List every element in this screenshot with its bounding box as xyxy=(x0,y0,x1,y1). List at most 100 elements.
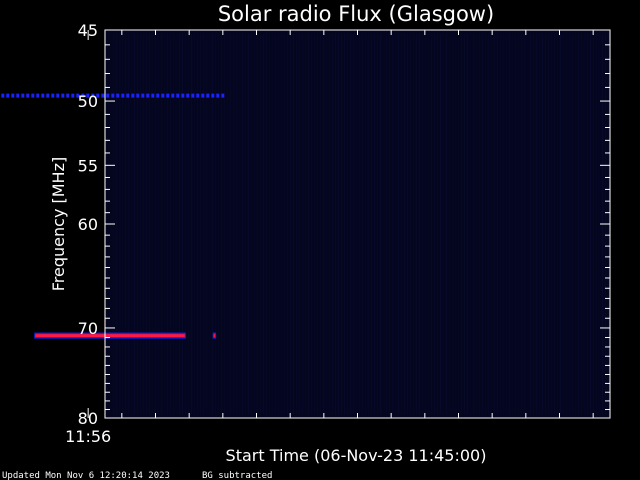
rfi-line-dash xyxy=(91,93,95,98)
noise-streak xyxy=(479,34,480,414)
noise-streak xyxy=(440,34,441,414)
rfi-line-dash xyxy=(106,93,110,98)
noise-streak xyxy=(302,34,303,414)
rfi-line-dash xyxy=(46,93,50,98)
noise-streak xyxy=(437,34,438,414)
noise-streak xyxy=(461,34,462,414)
noise-streak xyxy=(413,34,414,414)
noise-streak xyxy=(194,34,195,414)
rfi-line-dash xyxy=(31,93,35,98)
chart-title: Solar radio Flux (Glasgow) xyxy=(218,2,494,26)
rfi-line-dash xyxy=(71,93,75,98)
rfi-line-dash xyxy=(121,93,125,98)
rfi-line-dash xyxy=(221,93,225,98)
noise-streak xyxy=(488,34,489,414)
x-axis: 11:4811:5211:56 xyxy=(65,30,594,446)
noise-streak xyxy=(332,34,333,414)
noise-streak xyxy=(299,34,300,414)
rfi-line-dash xyxy=(136,93,140,98)
rfi-line-dash xyxy=(126,93,130,98)
noise-streak xyxy=(473,34,474,414)
noise-streak xyxy=(266,34,267,414)
rfi-line-dash xyxy=(26,93,30,98)
noise-streak xyxy=(572,34,573,414)
noise-streak xyxy=(317,34,318,414)
noise-streak xyxy=(128,34,129,414)
noise-streak xyxy=(506,34,507,414)
rfi-line-dash xyxy=(201,93,205,98)
noise-streak xyxy=(503,34,504,414)
noise-streak xyxy=(584,34,585,414)
noise-streak xyxy=(566,34,567,414)
noise-streak xyxy=(347,34,348,414)
rfi-line-dash xyxy=(51,93,55,98)
noise-streak xyxy=(143,34,144,414)
rfi-line-dash xyxy=(196,93,200,98)
x-axis-label: Start Time (06-Nov-23 11:45:00) xyxy=(226,446,487,465)
noise-streak xyxy=(392,34,393,414)
noise-streak xyxy=(191,34,192,414)
noise-streak xyxy=(164,34,165,414)
noise-streak xyxy=(359,34,360,414)
noise-streak xyxy=(422,34,423,414)
rfi-line-dash xyxy=(176,93,180,98)
noise-streak xyxy=(293,34,294,414)
noise-streak xyxy=(182,34,183,414)
noise-streak xyxy=(218,34,219,414)
noise-streak xyxy=(356,34,357,414)
noise-streak xyxy=(515,34,516,414)
noise-streak xyxy=(593,34,594,414)
noise-streak xyxy=(161,34,162,414)
rfi-line-dash xyxy=(211,93,215,98)
noise-streak xyxy=(224,34,225,414)
noise-streak xyxy=(119,34,120,414)
noise-streak xyxy=(125,34,126,414)
noise-streak xyxy=(419,34,420,414)
noise-streak xyxy=(200,34,201,414)
noise-streak xyxy=(188,34,189,414)
noise-streak xyxy=(380,34,381,414)
noise-streak xyxy=(458,34,459,414)
noise-streak xyxy=(536,34,537,414)
rfi-line-dash xyxy=(11,93,15,98)
noise-streak xyxy=(428,34,429,414)
rfi-line-dash xyxy=(151,93,155,98)
noise-streak xyxy=(569,34,570,414)
noise-streak xyxy=(146,34,147,414)
rfi-line-dash xyxy=(96,93,100,98)
noise-streak xyxy=(179,34,180,414)
noise-streak xyxy=(284,34,285,414)
noise-streak xyxy=(578,34,579,414)
noise-streak xyxy=(533,34,534,414)
noise-streak xyxy=(452,34,453,414)
y-axis-label: Frequency [MHz] xyxy=(49,157,68,291)
noise-streak xyxy=(173,34,174,414)
noise-streak xyxy=(308,34,309,414)
noise-streak xyxy=(248,34,249,414)
rfi-line-dash xyxy=(1,93,5,98)
noise-streak xyxy=(203,34,204,414)
noise-streak xyxy=(362,34,363,414)
noise-streak xyxy=(542,34,543,414)
noise-streak xyxy=(527,34,528,414)
noise-streak xyxy=(575,34,576,414)
noise-streak xyxy=(581,34,582,414)
noise-streak xyxy=(485,34,486,414)
noise-streak xyxy=(545,34,546,414)
noise-streak xyxy=(389,34,390,414)
rfi-line-dash xyxy=(101,93,105,98)
y-tick-label: 60 xyxy=(78,215,98,234)
noise-streak xyxy=(371,34,372,414)
noise-streak xyxy=(401,34,402,414)
rfi-line-dash xyxy=(206,93,210,98)
noise-streak xyxy=(548,34,549,414)
noise-streak xyxy=(170,34,171,414)
noise-streak xyxy=(557,34,558,414)
noise-streak xyxy=(275,34,276,414)
rfi-line-dash xyxy=(56,93,60,98)
footer-updated: Updated Mon Nov 6 12:20:14 2023 xyxy=(2,471,170,480)
spectrogram-features xyxy=(1,93,225,339)
y-tick-label: 50 xyxy=(78,92,98,111)
noise-streak xyxy=(281,34,282,414)
spectrogram-streaks xyxy=(113,34,606,414)
